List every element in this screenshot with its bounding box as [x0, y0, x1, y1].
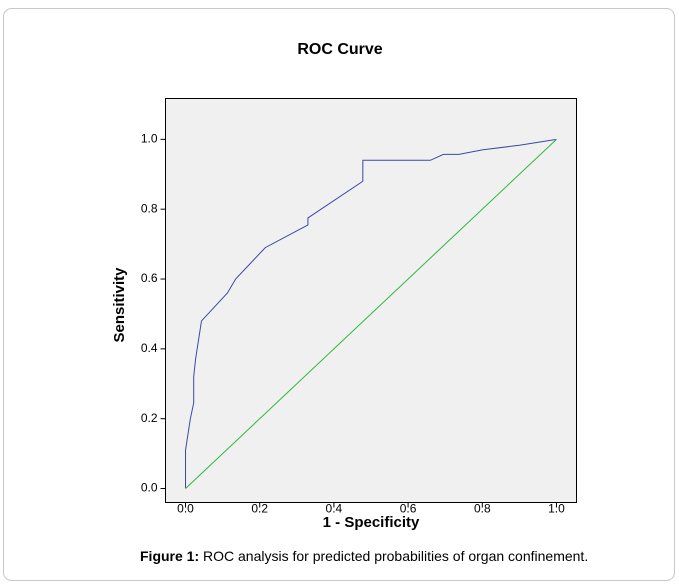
plot-area — [165, 98, 577, 503]
x-tick-label: 0.6 — [400, 502, 417, 516]
x-tick-label: 1.0 — [548, 502, 565, 516]
chart-title: ROC Curve — [297, 41, 382, 58]
roc-line — [185, 138, 557, 489]
y-tick-label: 0.8 — [141, 201, 158, 215]
y-tick-label: 0.2 — [141, 411, 158, 425]
y-axis-label: Sensitivity — [111, 267, 128, 343]
x-tick-label: 0.4 — [326, 502, 343, 516]
x-tick-label: 0.8 — [474, 502, 491, 516]
x-tick-label: 0.2 — [251, 502, 268, 516]
y-tick-label: 0.6 — [141, 271, 158, 285]
y-tick-label: 1.0 — [141, 132, 158, 146]
caption-text: ROC analysis for predicted probabilities… — [203, 548, 588, 564]
x-axis-label: 1 - Specificity — [323, 514, 420, 531]
caption-label: Figure 1: — [140, 548, 199, 564]
y-tick-label: 0.0 — [141, 481, 158, 495]
roc-line — [185, 138, 557, 489]
x-tick-label: 0.0 — [177, 502, 194, 516]
caption: Figure 1: ROC analysis for predicted pro… — [140, 548, 588, 564]
y-tick-label: 0.4 — [141, 341, 158, 355]
